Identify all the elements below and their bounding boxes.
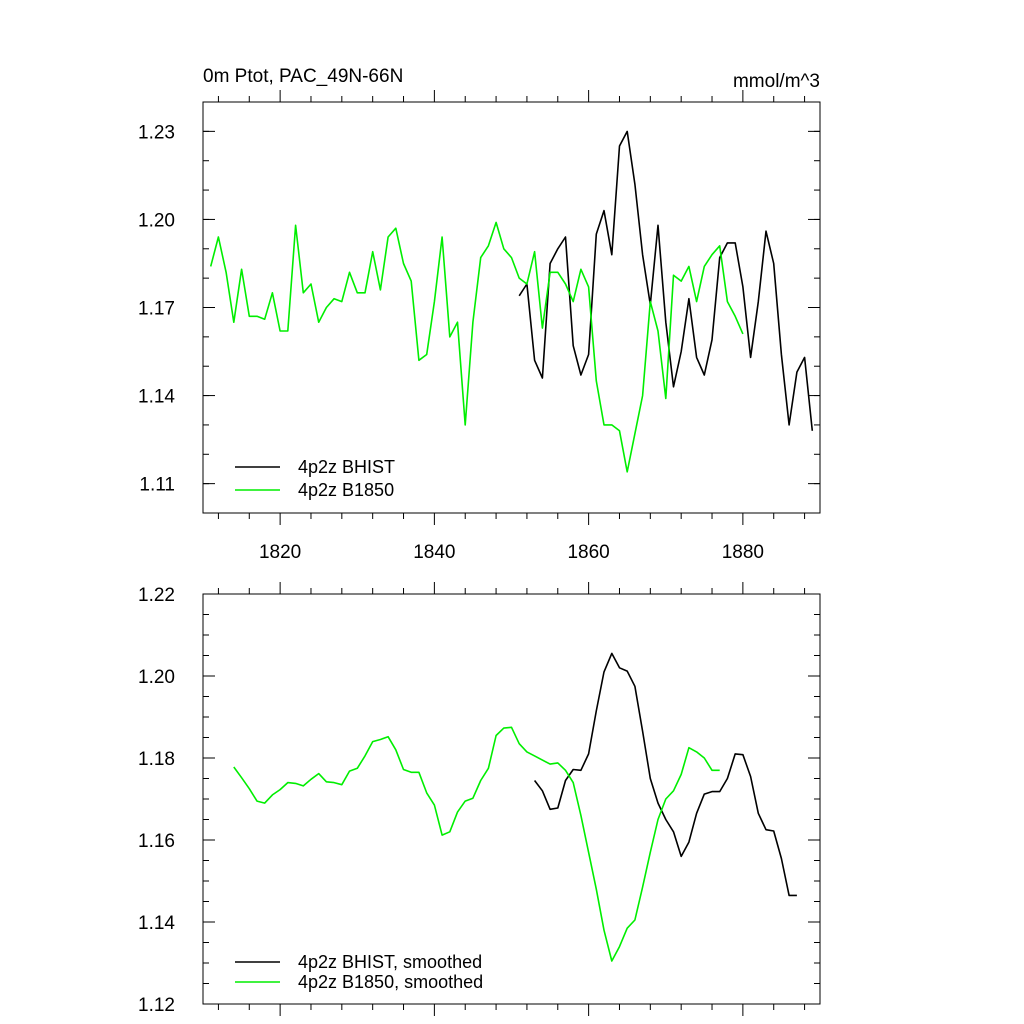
y-tick-label: 1.20 bbox=[138, 667, 175, 688]
y-tick-label: 1.12 bbox=[138, 995, 175, 1016]
y-tick-label: 1.14 bbox=[138, 913, 175, 934]
x-tick-label: 1860 bbox=[567, 542, 609, 563]
chart-title: 0m Ptot, PAC_49N-66N bbox=[203, 66, 403, 87]
legend-label: 4p2z B1850, smoothed bbox=[298, 972, 483, 992]
y-tick-label: 1.17 bbox=[138, 299, 175, 320]
y-tick-label: 1.23 bbox=[138, 122, 175, 143]
legend-label: 4p2z BHIST, smoothed bbox=[298, 952, 482, 972]
series-line-b1850 bbox=[233, 726, 720, 962]
x-tick-label: 1880 bbox=[722, 542, 764, 563]
series-line-b1850 bbox=[209, 221, 744, 473]
y-tick-label: 1.14 bbox=[138, 387, 175, 408]
y-tick-label: 1.20 bbox=[138, 210, 175, 231]
bottom-panel: 1.12 1.14 1.16 1.18 1.20 1.22 4p2z BHIST, smoo… bbox=[138, 582, 821, 1016]
series-line-bhist bbox=[518, 130, 814, 431]
x-tick-label: 1840 bbox=[413, 542, 455, 563]
plot-frame bbox=[202, 593, 821, 1005]
series-line-bhist bbox=[533, 652, 797, 897]
legend-label: 4p2z BHIST bbox=[298, 457, 395, 477]
units-label: mmol/m^3 bbox=[733, 71, 820, 92]
plot-frame bbox=[202, 101, 821, 514]
y-tick-label: 1.22 bbox=[138, 585, 175, 606]
y-tick-label: 1.16 bbox=[138, 831, 175, 852]
y-tick-label: 1.18 bbox=[138, 749, 175, 770]
x-tick-label: 1820 bbox=[259, 542, 301, 563]
legend-label: 4p2z B1850 bbox=[298, 480, 394, 500]
top-panel: 1.11 1.14 1.17 1.20 1.23 1820 1840 1860 1880 4p2z… bbox=[138, 90, 821, 563]
y-tick-label: 1.11 bbox=[139, 475, 175, 496]
